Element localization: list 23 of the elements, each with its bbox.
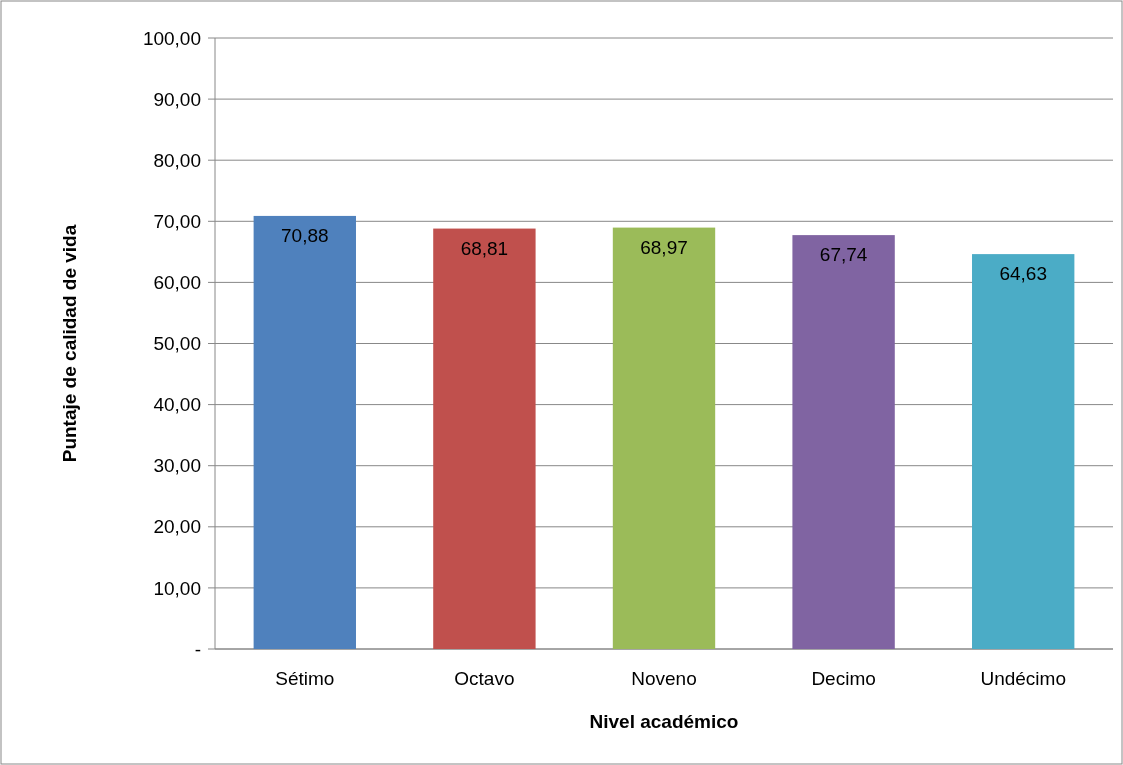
y-tick-label: 70,00 bbox=[153, 210, 201, 232]
y-tick-label: 60,00 bbox=[153, 272, 201, 294]
x-tick-label: Undécimo bbox=[980, 668, 1066, 689]
data-label: 67,74 bbox=[819, 244, 868, 266]
y-tick-label: 30,00 bbox=[153, 455, 201, 477]
data-label: 68,81 bbox=[460, 237, 509, 259]
y-tick-label: 40,00 bbox=[153, 394, 201, 416]
x-tick-label: Sétimo bbox=[275, 668, 335, 689]
x-tick-label: Noveno bbox=[631, 668, 697, 689]
data-label: 70,88 bbox=[281, 224, 329, 246]
x-tick-label: Decimo bbox=[811, 668, 876, 689]
data-label: 68,97 bbox=[640, 236, 688, 258]
y-tick-label: 80,00 bbox=[153, 149, 201, 171]
x-axis-title: Nivel académico bbox=[589, 711, 739, 732]
data-label: 64,63 bbox=[999, 263, 1047, 285]
y-tick-label: 90,00 bbox=[153, 88, 201, 110]
y-axis-title: Puntaje de calidad de vida bbox=[59, 224, 80, 463]
x-tick-label: Octavo bbox=[454, 668, 515, 689]
y-tick-label: 50,00 bbox=[153, 333, 201, 355]
y-tick-label: 100,00 bbox=[142, 27, 201, 49]
y-tick-label: - bbox=[194, 638, 201, 660]
y-tick-label: 10,00 bbox=[153, 577, 201, 599]
y-tick-label: 20,00 bbox=[153, 516, 201, 538]
